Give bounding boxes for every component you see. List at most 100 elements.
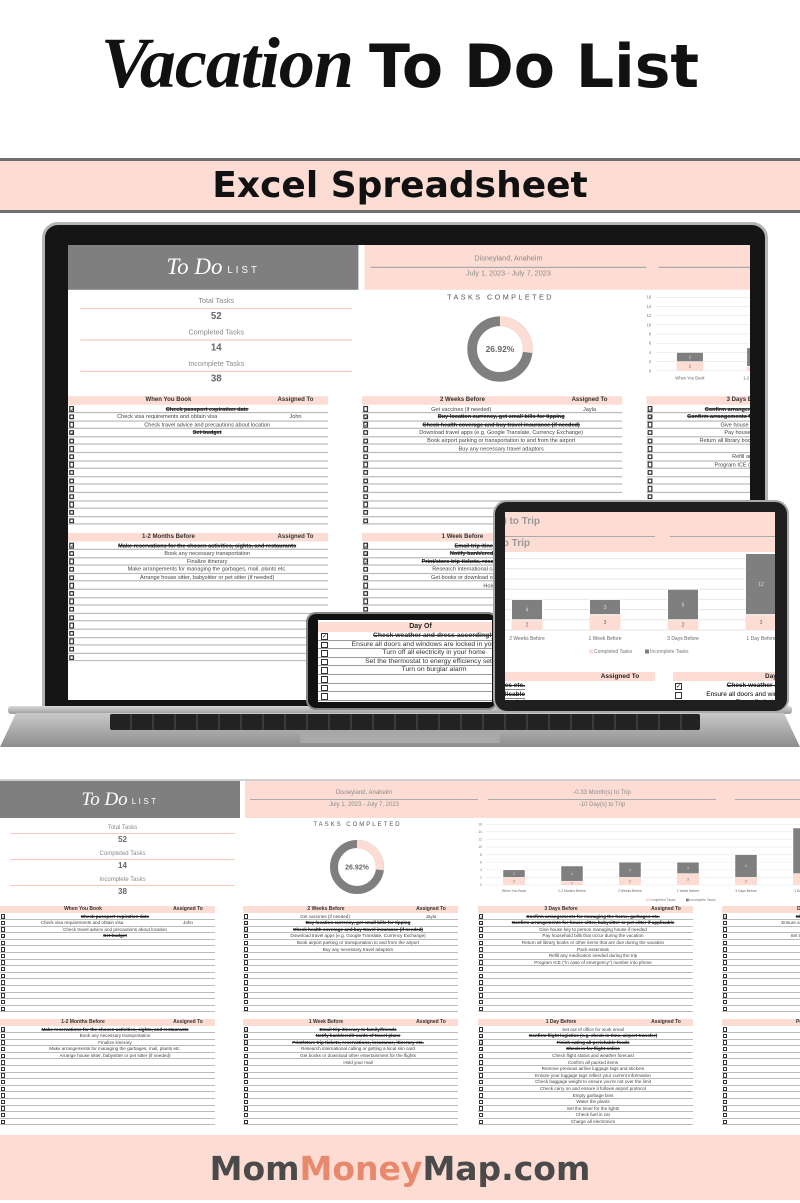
task-checkbox[interactable]: ✓ (479, 1040, 484, 1046)
task-checkbox[interactable] (69, 486, 75, 492)
task-checkbox[interactable]: ✓ (723, 914, 728, 920)
task-checkbox[interactable] (244, 980, 249, 985)
task-text[interactable]: Confirm flight logistics (e.g. check-in … (528, 1033, 658, 1039)
task-checkbox[interactable] (1, 960, 6, 965)
task-checkbox[interactable] (69, 638, 75, 645)
task-text[interactable]: Download travel apps (e.g. Google Transl… (290, 933, 426, 939)
task-checkbox[interactable] (69, 438, 75, 444)
task-checkbox[interactable]: ✓ (363, 414, 369, 421)
task-checkbox[interactable] (479, 1086, 484, 1092)
task-text[interactable]: Buy location currency, get small bills f… (437, 413, 565, 420)
task-text[interactable]: Return all library books or other items … (521, 939, 665, 945)
task-checkbox[interactable] (1, 1047, 6, 1052)
task-text[interactable]: Arrange house sitter, babysitter or pet … (59, 1052, 171, 1058)
task-checkbox[interactable]: ✓ (321, 633, 328, 640)
task-text[interactable]: Book airport parking or transportation t… (296, 939, 420, 945)
task-checkbox[interactable] (723, 947, 728, 952)
task-checkbox[interactable] (1, 1086, 6, 1092)
task-checkbox[interactable] (1, 973, 6, 979)
task-checkbox[interactable]: ✓ (363, 550, 369, 558)
task-checkbox[interactable] (1, 1060, 6, 1065)
task-text[interactable]: Confirm arrangements for managing the ho… (526, 913, 660, 919)
task-checkbox[interactable] (479, 1073, 484, 1078)
task-checkbox[interactable] (1, 1093, 6, 1098)
task-checkbox[interactable] (723, 1073, 728, 1078)
task-checkbox[interactable] (69, 478, 75, 484)
task-checkbox[interactable] (363, 606, 369, 613)
task-checkbox[interactable] (363, 486, 369, 492)
task-checkbox[interactable] (69, 422, 75, 428)
task-checkbox[interactable] (479, 993, 484, 998)
task-text[interactable]: Research international calling or gettin… (301, 1046, 415, 1052)
task-checkbox[interactable] (69, 614, 75, 621)
task-checkbox[interactable] (723, 934, 728, 939)
task-checkbox[interactable] (1, 927, 6, 932)
task-checkbox[interactable] (244, 1000, 249, 1005)
task-checkbox[interactable]: ✓ (479, 1047, 484, 1053)
task-text[interactable]: Confirm arrangements for house sitter, b… (511, 920, 675, 926)
task-checkbox[interactable] (479, 927, 484, 932)
task-checkbox[interactable] (321, 650, 328, 657)
task-checkbox[interactable] (647, 446, 653, 452)
task-text[interactable]: Turn on burglar alarm (401, 666, 467, 674)
task-checkbox[interactable] (1, 1099, 6, 1105)
task-text[interactable]: Charge all electronics (570, 1118, 616, 1124)
task-checkbox[interactable] (244, 986, 249, 992)
task-checkbox[interactable] (244, 960, 249, 965)
task-checkbox[interactable] (647, 462, 653, 468)
task-checkbox[interactable] (363, 438, 369, 444)
task-checkbox[interactable] (479, 960, 484, 965)
task-checkbox[interactable] (723, 986, 728, 992)
task-checkbox[interactable] (1, 947, 6, 952)
task-checkbox[interactable] (723, 1106, 728, 1111)
task-text[interactable]: Check health coverage and buy travel ins… (293, 926, 423, 932)
task-checkbox[interactable] (723, 1053, 728, 1059)
task-checkbox[interactable] (723, 1033, 728, 1039)
task-text[interactable]: Set budget (103, 933, 127, 939)
task-checkbox[interactable] (244, 1080, 249, 1085)
task-checkbox[interactable] (363, 430, 369, 436)
task-text[interactable]: Ensure your luggage tags reflect your cu… (535, 1072, 651, 1078)
task-text[interactable]: Refill any medication needed during the … (548, 953, 638, 959)
task-checkbox[interactable] (69, 494, 75, 500)
task-checkbox[interactable]: ✓ (363, 422, 369, 429)
task-checkbox[interactable] (321, 658, 328, 666)
task-text[interactable]: Check travel advice and precautions abou… (144, 421, 271, 428)
task-checkbox[interactable]: ✓ (69, 406, 75, 413)
task-checkbox[interactable] (479, 1053, 484, 1059)
task-checkbox[interactable]: ✓ (479, 914, 484, 920)
task-checkbox[interactable] (647, 478, 653, 484)
task-checkbox[interactable] (244, 973, 249, 979)
task-checkbox[interactable]: ✓ (479, 920, 484, 926)
task-text[interactable]: Consider putting toget (729, 1040, 800, 1046)
task-text[interactable]: Check fuel in car (575, 1112, 611, 1118)
task-text[interactable]: Turn off all electricity in your home (382, 649, 486, 657)
task-checkbox[interactable]: ✓ (244, 1040, 249, 1046)
task-checkbox[interactable] (244, 1006, 249, 1012)
task-checkbox[interactable] (723, 920, 728, 926)
task-text[interactable]: Buy any necessary travel adaptors (458, 445, 544, 452)
task-assignee[interactable]: Jayla (425, 913, 437, 919)
task-checkbox[interactable] (244, 993, 249, 998)
task-checkbox[interactable] (69, 582, 75, 589)
task-checkbox[interactable] (69, 598, 75, 605)
task-checkbox[interactable] (647, 494, 653, 500)
task-checkbox[interactable] (1, 986, 6, 992)
task-text[interactable]: Set the thermostat to energy efficiency … (790, 933, 800, 939)
task-checkbox[interactable] (479, 980, 484, 985)
task-checkbox[interactable] (244, 934, 249, 939)
task-text[interactable]: Finish eating all perishable foods (556, 1039, 630, 1045)
task-checkbox[interactable]: ✓ (69, 543, 75, 550)
task-checkbox[interactable] (723, 1093, 728, 1098)
task-text[interactable]: Turn on burglar alarm (729, 940, 800, 946)
task-checkbox[interactable] (69, 470, 75, 476)
task-checkbox[interactable] (69, 590, 75, 597)
task-checkbox[interactable] (244, 967, 249, 972)
task-checkbox[interactable] (244, 1086, 249, 1092)
task-text[interactable]: Email trip itinerary to family/friends (319, 1026, 397, 1032)
task-text[interactable]: Set budget (192, 429, 222, 436)
task-checkbox[interactable] (723, 1119, 728, 1125)
task-text[interactable]: Confirm arrangements for house sitter, b… (505, 691, 525, 699)
task-checkbox[interactable] (723, 1113, 728, 1118)
task-checkbox[interactable] (363, 574, 369, 581)
